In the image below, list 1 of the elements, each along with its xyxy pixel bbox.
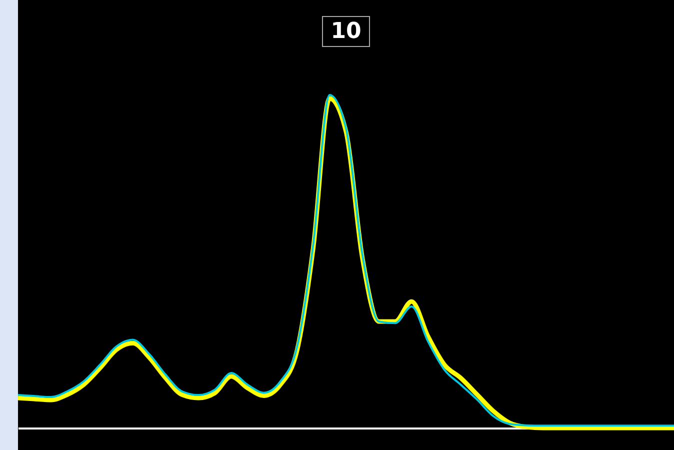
chart-title: 10 bbox=[322, 16, 370, 47]
